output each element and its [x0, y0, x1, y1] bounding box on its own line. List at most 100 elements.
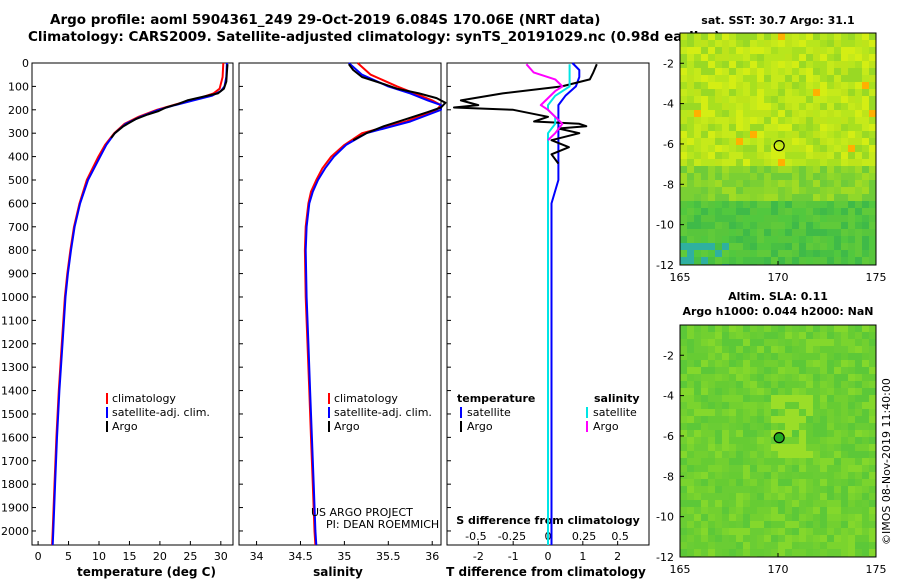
- sla-map-cell: [680, 430, 687, 437]
- sla-map-cell: [862, 339, 869, 346]
- sst-map-cell: [855, 180, 862, 187]
- sst-map-cell: [820, 47, 827, 54]
- sst-map-cell: [841, 124, 848, 131]
- sla-map-cell: [855, 549, 862, 556]
- sst-map-cell: [869, 152, 876, 159]
- sst-map-cell: [736, 117, 743, 124]
- sla-map-cell: [687, 374, 694, 381]
- sst-map-cell: [813, 243, 820, 250]
- sla-map-cell: [848, 325, 855, 332]
- sst-map-cell: [694, 110, 701, 117]
- sst-map-cell: [715, 110, 722, 117]
- sst-map-cell: [750, 82, 757, 89]
- sla-map-cell: [736, 409, 743, 416]
- sst-map-cell: [743, 124, 750, 131]
- sst-map-cell: [729, 194, 736, 201]
- sla-map-cell: [806, 423, 813, 430]
- sst-map-cell: [820, 124, 827, 131]
- sst-map-cell: [680, 110, 687, 117]
- sla-map-cell: [729, 402, 736, 409]
- sst-map-cell: [855, 159, 862, 166]
- sla-map-cell: [869, 444, 876, 451]
- sst-map-cell: [722, 194, 729, 201]
- sla-map-cell: [827, 416, 834, 423]
- sla-map-cell: [806, 346, 813, 353]
- sst-map-cell: [729, 145, 736, 152]
- sst-map-cell: [729, 61, 736, 68]
- sst-map-cell: [750, 33, 757, 40]
- sla-map-cell: [736, 353, 743, 360]
- sst-map-cell: [869, 131, 876, 138]
- sla-map-cell: [743, 416, 750, 423]
- sla-map-cell: [680, 346, 687, 353]
- sst-map-cell: [708, 194, 715, 201]
- sla-map-cell: [799, 339, 806, 346]
- sla-map-cell: [771, 374, 778, 381]
- sst-map-cell: [771, 68, 778, 75]
- sla-map-cell: [820, 535, 827, 542]
- sst-map-cell: [869, 61, 876, 68]
- sla-map-cell: [722, 381, 729, 388]
- sst-map-cell: [820, 103, 827, 110]
- sst-map-cell: [855, 138, 862, 145]
- sla-map-cell: [855, 353, 862, 360]
- sla-map-cell: [827, 402, 834, 409]
- sla-map-cell: [764, 542, 771, 549]
- sst-map-cell: [708, 75, 715, 82]
- sst-map-cell: [757, 47, 764, 54]
- sla-map-cell: [708, 437, 715, 444]
- sst-map-cell: [757, 187, 764, 194]
- sst-map-cell: [750, 180, 757, 187]
- sst-map-cell: [715, 40, 722, 47]
- sst-map-cell: [736, 138, 743, 145]
- sst-map-cell: [701, 33, 708, 40]
- sla-map-cell: [687, 451, 694, 458]
- sla-map-cell: [792, 451, 799, 458]
- sla-map-cell: [680, 507, 687, 514]
- sla-map-cell: [841, 444, 848, 451]
- sst-map-cell: [820, 208, 827, 215]
- sst-map-cell: [736, 194, 743, 201]
- sst-map-cell: [848, 194, 855, 201]
- sst-map-cell: [799, 201, 806, 208]
- sla-map-cell: [778, 500, 785, 507]
- sst-map-cell: [869, 145, 876, 152]
- sst-map-cell: [799, 215, 806, 222]
- sla-map-cell: [862, 395, 869, 402]
- sla-map-cell: [806, 486, 813, 493]
- sst-map-cell: [792, 257, 799, 264]
- sla-map-cell: [687, 542, 694, 549]
- sst-map-cell: [848, 208, 855, 215]
- sst-map-cell: [701, 159, 708, 166]
- depth-tick-label: 300: [8, 127, 29, 140]
- sla-map-cell: [694, 451, 701, 458]
- sst-map-cell: [820, 250, 827, 257]
- sla-map-cell: [785, 486, 792, 493]
- sst-map-cell: [813, 110, 820, 117]
- sla-map-cell: [834, 507, 841, 514]
- sst-map-cell: [869, 257, 876, 264]
- sla-map-cell: [764, 332, 771, 339]
- sla-map-cell: [708, 402, 715, 409]
- sst-map-cell: [694, 40, 701, 47]
- sst-map-cell: [855, 47, 862, 54]
- sst-map-cell: [764, 40, 771, 47]
- sst-map-cell: [855, 68, 862, 75]
- sla-map-cell: [729, 360, 736, 367]
- sla-map-cell: [680, 437, 687, 444]
- sst-map-cell: [715, 61, 722, 68]
- sla-map-cell: [701, 395, 708, 402]
- sst-map-cell: [848, 96, 855, 103]
- sst-map-cell: [813, 180, 820, 187]
- sst-map-cell: [792, 194, 799, 201]
- sst-map-cell: [743, 236, 750, 243]
- sla-map-cell: [708, 332, 715, 339]
- sst-map-cell: [687, 131, 694, 138]
- sst-map-cell: [820, 138, 827, 145]
- sst-map-cell: [687, 250, 694, 257]
- sla-map-cell: [701, 535, 708, 542]
- sla-map-cell: [785, 521, 792, 528]
- sst-map-cell: [715, 215, 722, 222]
- sst-map-cell: [813, 103, 820, 110]
- sst-map-cell: [862, 152, 869, 159]
